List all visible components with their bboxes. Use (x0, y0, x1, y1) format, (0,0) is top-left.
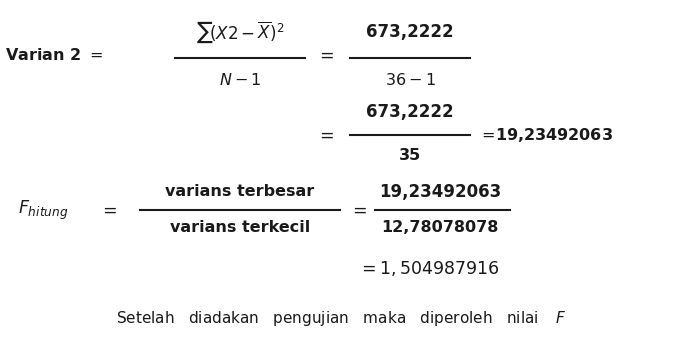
Text: Varian 2 $=$: Varian 2 $=$ (5, 47, 103, 63)
Text: 35: 35 (399, 148, 421, 162)
Text: $=$: $=$ (316, 46, 334, 64)
Text: $36-1$: $36-1$ (385, 72, 435, 88)
Text: varians terbesar: varians terbesar (165, 184, 314, 200)
Text: $F_{hitung}$: $F_{hitung}$ (18, 198, 68, 222)
Text: $=$: $=$ (349, 201, 367, 219)
Text: 673,2222: 673,2222 (366, 23, 454, 41)
Text: $=$: $=$ (99, 201, 117, 219)
Text: $=\!$19,23492063: $=\!$19,23492063 (478, 126, 613, 144)
Text: 12,78078078: 12,78078078 (381, 221, 499, 236)
Text: $= 1,504987916$: $= 1,504987916$ (358, 258, 500, 278)
Text: Setelah   diadakan   pengujian   maka   diperoleh   nilai    $F$: Setelah diadakan pengujian maka diperole… (116, 309, 566, 327)
Text: $N-1$: $N-1$ (219, 72, 261, 88)
Text: $\sum\!\left(X2-\overline{X}\right)^{2}$: $\sum\!\left(X2-\overline{X}\right)^{2}$ (196, 19, 284, 45)
Text: varians terkecil: varians terkecil (170, 221, 310, 236)
Text: 19,23492063: 19,23492063 (379, 183, 501, 201)
Text: 673,2222: 673,2222 (366, 103, 454, 121)
Text: $=$: $=$ (316, 126, 334, 144)
